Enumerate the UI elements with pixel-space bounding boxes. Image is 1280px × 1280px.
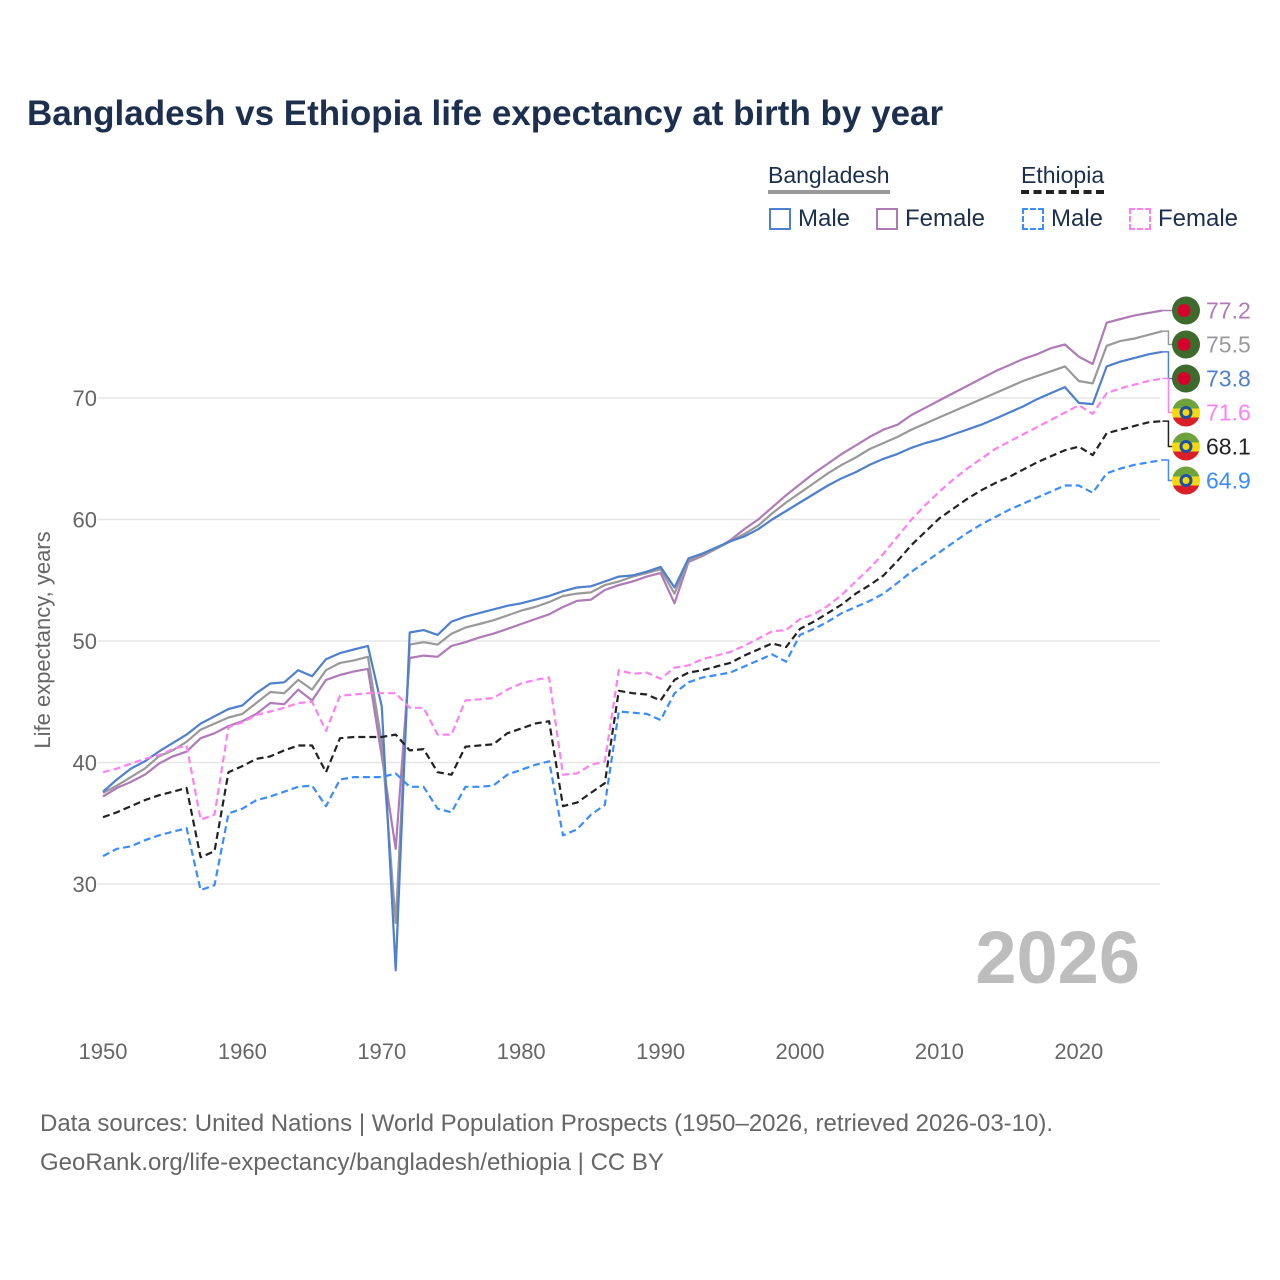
ethiopia-flag-icon xyxy=(1172,466,1200,495)
y-axis-label: Life expectancy, years xyxy=(30,531,55,748)
series-line-bangladesh-total xyxy=(102,330,1163,924)
end-value-label: 71.6 xyxy=(1206,400,1251,426)
legend-group-ethiopia: Ethiopia xyxy=(1021,162,1105,194)
x-tick-label: 1960 xyxy=(218,1039,267,1064)
y-tick-label: 30 xyxy=(73,872,97,897)
legend-label: Male xyxy=(1051,205,1104,232)
x-tick-label: 2010 xyxy=(915,1039,964,1064)
legend-swatch xyxy=(1129,208,1151,230)
legend-label: Female xyxy=(1158,205,1239,232)
label-connector xyxy=(1162,351,1175,380)
bangladesh-flag-icon xyxy=(1172,364,1200,393)
end-value-label: 77.2 xyxy=(1206,298,1251,324)
series-line-ethiopia-female xyxy=(102,377,1163,821)
x-tick-label: 1950 xyxy=(79,1039,128,1064)
bangladesh-flag-icon xyxy=(1172,330,1200,359)
series-line-bangladesh-male xyxy=(102,350,1163,972)
end-value-label: 68.1 xyxy=(1206,434,1251,460)
ethiopia-flag-icon xyxy=(1172,398,1200,427)
legend-item-bangladesh-female[interactable]: Female xyxy=(876,205,985,233)
legend-label: Male xyxy=(798,205,851,232)
flag-disc xyxy=(1177,304,1191,318)
flag-disc xyxy=(1177,338,1191,352)
y-tick-label: 40 xyxy=(73,751,97,776)
legend-item-ethiopia-female[interactable]: Female xyxy=(1129,205,1238,233)
y-tick-label: 70 xyxy=(73,386,97,411)
x-tick-label: 2020 xyxy=(1054,1039,1103,1064)
watermark-year: 2026 xyxy=(975,916,1140,999)
label-connector xyxy=(1162,330,1175,346)
label-connector xyxy=(1162,377,1175,414)
y-tick-label: 50 xyxy=(73,629,97,654)
x-tick-label: 1980 xyxy=(497,1039,546,1064)
bangladesh-flag-icon xyxy=(1172,296,1200,325)
series-line-ethiopia-male xyxy=(102,458,1163,892)
label-connector xyxy=(1162,459,1175,482)
legend-group-bangladesh: Bangladesh xyxy=(768,162,890,194)
flag-stripe-red xyxy=(1172,485,1200,495)
legend-swatch xyxy=(876,208,898,230)
flag-stripe-red xyxy=(1172,417,1200,427)
footer: Data sources: United Nations | World Pop… xyxy=(40,1104,1053,1182)
legend-label: Female xyxy=(905,205,986,232)
flag-disc xyxy=(1177,372,1191,386)
source-link[interactable]: GeoRank.org/life-expectancy/bangladesh/e… xyxy=(40,1149,664,1176)
flag-star xyxy=(1182,443,1190,451)
flag-stripe-green xyxy=(1172,398,1200,409)
flag-star xyxy=(1182,409,1190,417)
x-tick-label: 1990 xyxy=(636,1039,685,1064)
flag-star xyxy=(1182,477,1190,485)
series-line-ethiopia-total xyxy=(102,420,1163,859)
label-connector xyxy=(1162,420,1175,448)
flag-stripe-red xyxy=(1172,451,1200,461)
legend-swatch xyxy=(1022,208,1044,230)
chart-title: Bangladesh vs Ethiopia life expectancy a… xyxy=(27,94,944,133)
end-value-label: 64.9 xyxy=(1206,468,1251,494)
end-value-label: 73.8 xyxy=(1206,366,1251,392)
flag-stripe-green xyxy=(1172,432,1200,443)
x-tick-label: 2000 xyxy=(776,1039,825,1064)
flag-stripe-green xyxy=(1172,466,1200,477)
legend-swatch xyxy=(769,208,791,230)
x-tick-label: 1970 xyxy=(357,1039,406,1064)
legend-item-bangladesh-male[interactable]: Male xyxy=(769,205,850,233)
series-line-bangladesh-female xyxy=(102,309,1163,850)
end-value-label: 75.5 xyxy=(1206,332,1251,358)
ethiopia-flag-icon xyxy=(1172,432,1200,461)
y-tick-label: 60 xyxy=(73,508,97,533)
legend-item-ethiopia-male[interactable]: Male xyxy=(1022,205,1103,233)
data-source-text: Data sources: United Nations | World Pop… xyxy=(40,1110,1054,1137)
